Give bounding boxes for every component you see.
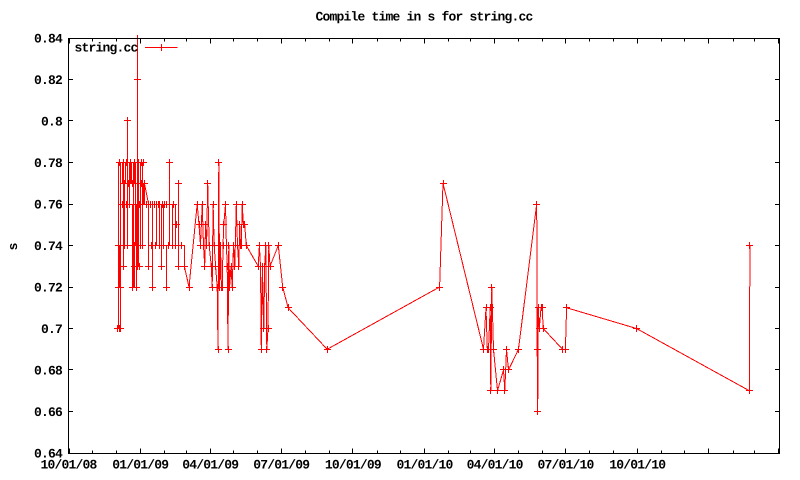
svg-text:04/01/09: 04/01/09 bbox=[182, 458, 239, 473]
svg-text:0.84: 0.84 bbox=[34, 32, 63, 47]
svg-text:10/01/08: 10/01/08 bbox=[40, 458, 97, 473]
svg-text:0.68: 0.68 bbox=[34, 364, 63, 379]
svg-text:01/01/09: 01/01/09 bbox=[112, 458, 169, 473]
svg-text:0.78: 0.78 bbox=[34, 156, 63, 171]
svg-text:Compile time in s for string.c: Compile time in s for string.cc bbox=[315, 10, 533, 25]
svg-text:0.7: 0.7 bbox=[41, 322, 62, 337]
svg-text:s: s bbox=[6, 242, 21, 250]
svg-text:07/01/09: 07/01/09 bbox=[253, 458, 310, 473]
svg-text:string.cc: string.cc bbox=[74, 41, 138, 56]
svg-text:10/01/10: 10/01/10 bbox=[609, 458, 666, 473]
svg-text:0.72: 0.72 bbox=[34, 281, 63, 296]
svg-text:07/01/10: 07/01/10 bbox=[537, 458, 594, 473]
svg-text:0.66: 0.66 bbox=[34, 405, 63, 420]
svg-text:0.82: 0.82 bbox=[34, 73, 63, 88]
svg-text:0.64: 0.64 bbox=[34, 447, 63, 462]
svg-text:0.8: 0.8 bbox=[41, 115, 63, 130]
svg-text:0.76: 0.76 bbox=[34, 198, 63, 213]
svg-text:01/01/10: 01/01/10 bbox=[396, 458, 453, 473]
svg-text:0.74: 0.74 bbox=[34, 239, 63, 254]
svg-text:10/01/09: 10/01/09 bbox=[325, 458, 382, 473]
svg-text:04/01/10: 04/01/10 bbox=[467, 458, 524, 473]
